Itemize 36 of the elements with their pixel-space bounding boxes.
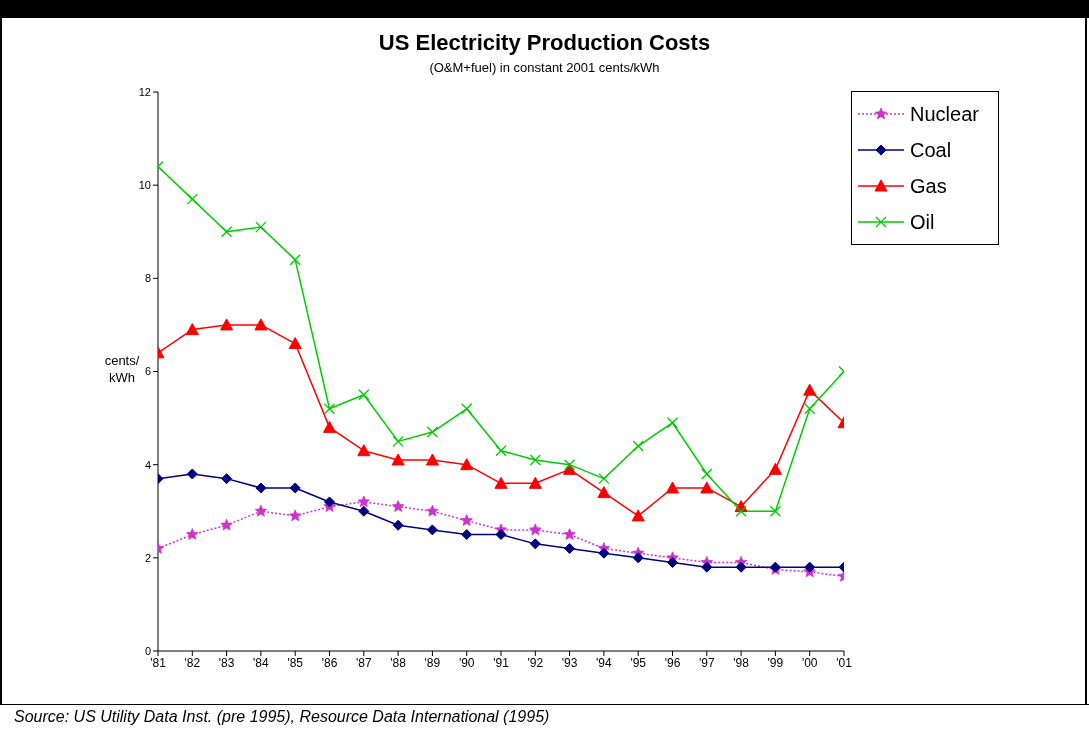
x-tick-label: '00 xyxy=(801,655,818,670)
y-axis-title: cents/ kWh xyxy=(104,353,140,385)
x-tick-label: '94 xyxy=(596,655,613,670)
x-tick-label: '89 xyxy=(424,655,441,670)
x-tick-label: '86 xyxy=(321,655,338,670)
x-tick-label: '01 xyxy=(836,655,853,670)
legend-label: Nuclear xyxy=(910,102,979,126)
x-tick-label: '97 xyxy=(698,655,715,670)
x-tick-label: '98 xyxy=(733,655,750,670)
x-tick-label: '95 xyxy=(630,655,647,670)
x-tick-label: '84 xyxy=(253,655,270,670)
x-tick-label: '99 xyxy=(767,655,784,670)
legend-label: Oil xyxy=(910,210,935,234)
y-tick-label: 2 xyxy=(144,551,151,564)
x-tick-label: '93 xyxy=(561,655,578,670)
x-tick-label: '92 xyxy=(527,655,544,670)
y-tick-label: 0 xyxy=(144,644,151,657)
legend-label: Coal xyxy=(910,138,952,162)
x-tick-label: '82 xyxy=(184,655,201,670)
y-tick-label: 8 xyxy=(144,272,151,285)
x-tick-label: '85 xyxy=(287,655,304,670)
y-tick-label: 4 xyxy=(144,458,151,471)
y-tick-label: 12 xyxy=(138,85,151,98)
x-tick-label: '87 xyxy=(355,655,372,670)
source-note: Source: US Utility Data Inst. (pre 1995), Resource Data International (1995) xyxy=(14,708,550,726)
x-tick-label: '83 xyxy=(218,655,235,670)
x-tick-label: '81 xyxy=(150,655,167,670)
legend-label: Gas xyxy=(910,174,947,198)
x-tick-label: '96 xyxy=(664,655,681,670)
x-tick-label: '90 xyxy=(458,655,475,670)
y-tick-label: 6 xyxy=(144,365,151,378)
y-tick-label: 10 xyxy=(138,179,151,192)
chart-subtitle: (O&M+fuel) in constant 2001 cents/kWh xyxy=(428,60,661,75)
chart-title: US Electricity Production Costs xyxy=(377,30,712,56)
x-tick-label: '91 xyxy=(493,655,510,670)
x-tick-label: '88 xyxy=(390,655,407,670)
